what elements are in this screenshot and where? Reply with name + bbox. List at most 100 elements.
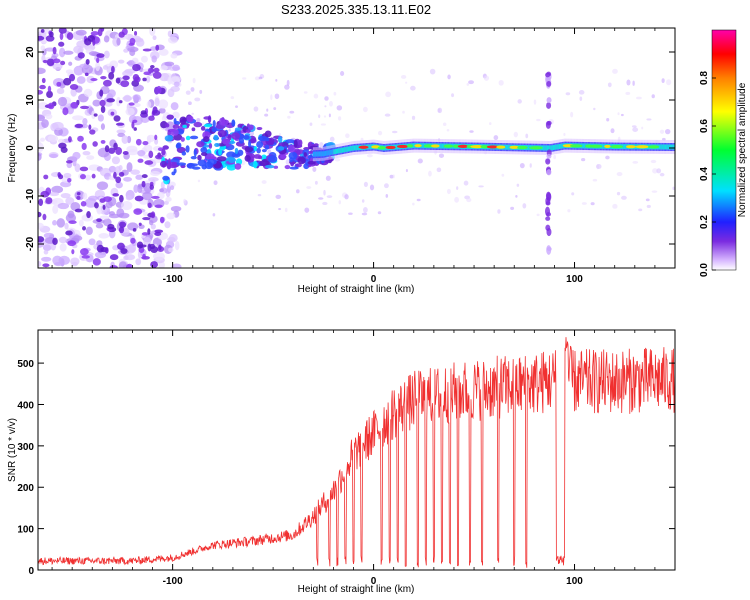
noise-blob [56, 87, 65, 95]
ridge-hotspot [480, 145, 489, 149]
noise-blob [151, 195, 160, 199]
noise-blob [120, 80, 130, 88]
noise-blob [131, 115, 143, 126]
noise-blob [146, 100, 152, 108]
noise-blob [38, 153, 42, 161]
noise-blob [99, 89, 104, 97]
noise-blob [45, 197, 53, 204]
signal-blob [190, 155, 197, 160]
scatter-dot [275, 79, 278, 82]
ridge-hotspot [377, 146, 386, 150]
noise-blob [92, 99, 101, 107]
snr-x-axis-label: Height of straight line (km) [298, 584, 415, 595]
noise-blob [103, 50, 110, 59]
noise-blob [91, 110, 96, 120]
noise-blob [57, 96, 68, 107]
noise-blob [42, 213, 47, 221]
scatter-dot [617, 112, 620, 116]
noise-blob [174, 241, 180, 251]
ridge-hotspot [610, 144, 624, 149]
ridge-core [350, 146, 352, 152]
scatter-dot [578, 90, 585, 95]
scatter-dot [592, 178, 598, 182]
noise-blob [68, 61, 73, 66]
noise-blob [72, 115, 84, 121]
noise-blob [66, 160, 73, 164]
scatter-dot [616, 171, 623, 177]
ridge-core [625, 144, 627, 150]
scatter-dot [273, 107, 277, 110]
signal-blob [259, 160, 270, 167]
noise-blob [40, 137, 46, 142]
signal-blob [277, 136, 283, 143]
ridge-core [369, 144, 371, 150]
scatter-dot [646, 118, 652, 121]
noise-blob [134, 195, 144, 202]
noise-blob [38, 222, 44, 229]
snr-y-tick-label: 200 [17, 483, 34, 494]
ridge-core [314, 151, 316, 157]
scatter-dot [312, 166, 317, 172]
scatter-dot [275, 194, 282, 200]
signal-blob [264, 130, 272, 138]
signal-blob [237, 149, 244, 156]
ridge-core [355, 145, 357, 151]
scatter-dot [213, 180, 218, 186]
scatter-dot [363, 181, 368, 187]
scatter-dot [318, 197, 324, 200]
noise-blob [96, 57, 100, 64]
noise-blob [45, 47, 56, 52]
scatter-dot [320, 123, 327, 126]
ridge-core [549, 145, 551, 151]
scatter-dot [266, 108, 269, 112]
ridge-core [662, 144, 664, 150]
signal-blob [304, 158, 310, 166]
noise-blob [168, 247, 174, 253]
noise-blob [141, 55, 148, 63]
noise-blob [43, 174, 49, 180]
signal-blob [231, 132, 241, 140]
ridge-hotspot [625, 145, 636, 149]
noise-blob [170, 205, 182, 212]
scatter-dot [607, 82, 612, 88]
scatter-dot [190, 87, 195, 92]
noise-blob [118, 31, 125, 38]
noise-blob [49, 191, 60, 197]
scatter-dot [336, 105, 343, 111]
ridge-core [317, 151, 319, 157]
scatter-dot [303, 91, 308, 94]
scatter-dot [454, 196, 460, 203]
scatter-dot [287, 115, 291, 119]
noise-blob [116, 37, 121, 46]
scatter-dot [510, 206, 515, 210]
noise-blob [60, 60, 66, 66]
noise-blob [58, 41, 65, 47]
noise-blob [86, 155, 95, 160]
scatter-dot [652, 168, 658, 174]
scatter-dot [536, 213, 540, 217]
noise-blob [119, 194, 124, 203]
colorbar-label: Normalized spectral amplitude [737, 82, 748, 217]
noise-blob [59, 32, 64, 40]
scatter-dot [254, 76, 261, 81]
scatter-dot [385, 91, 392, 98]
noise-blob [130, 169, 140, 175]
snr-x-tick-label: 100 [566, 576, 583, 587]
noise-blob [135, 174, 144, 180]
noise-blob [38, 114, 46, 122]
ridge-hotspot [443, 144, 454, 148]
noise-blob [70, 102, 79, 109]
noise-blob [135, 38, 145, 47]
streak-blob [546, 102, 552, 109]
noise-blob [132, 63, 141, 72]
noise-blob [42, 59, 48, 64]
noise-blob [57, 172, 61, 178]
ridge-core [560, 143, 562, 149]
scatter-dot [242, 77, 247, 80]
noise-blob [118, 171, 125, 177]
noise-blob [142, 140, 149, 146]
noise-blob [158, 99, 169, 109]
noise-blob [73, 45, 84, 54]
noise-blob [46, 58, 55, 67]
noise-blob [39, 84, 46, 90]
